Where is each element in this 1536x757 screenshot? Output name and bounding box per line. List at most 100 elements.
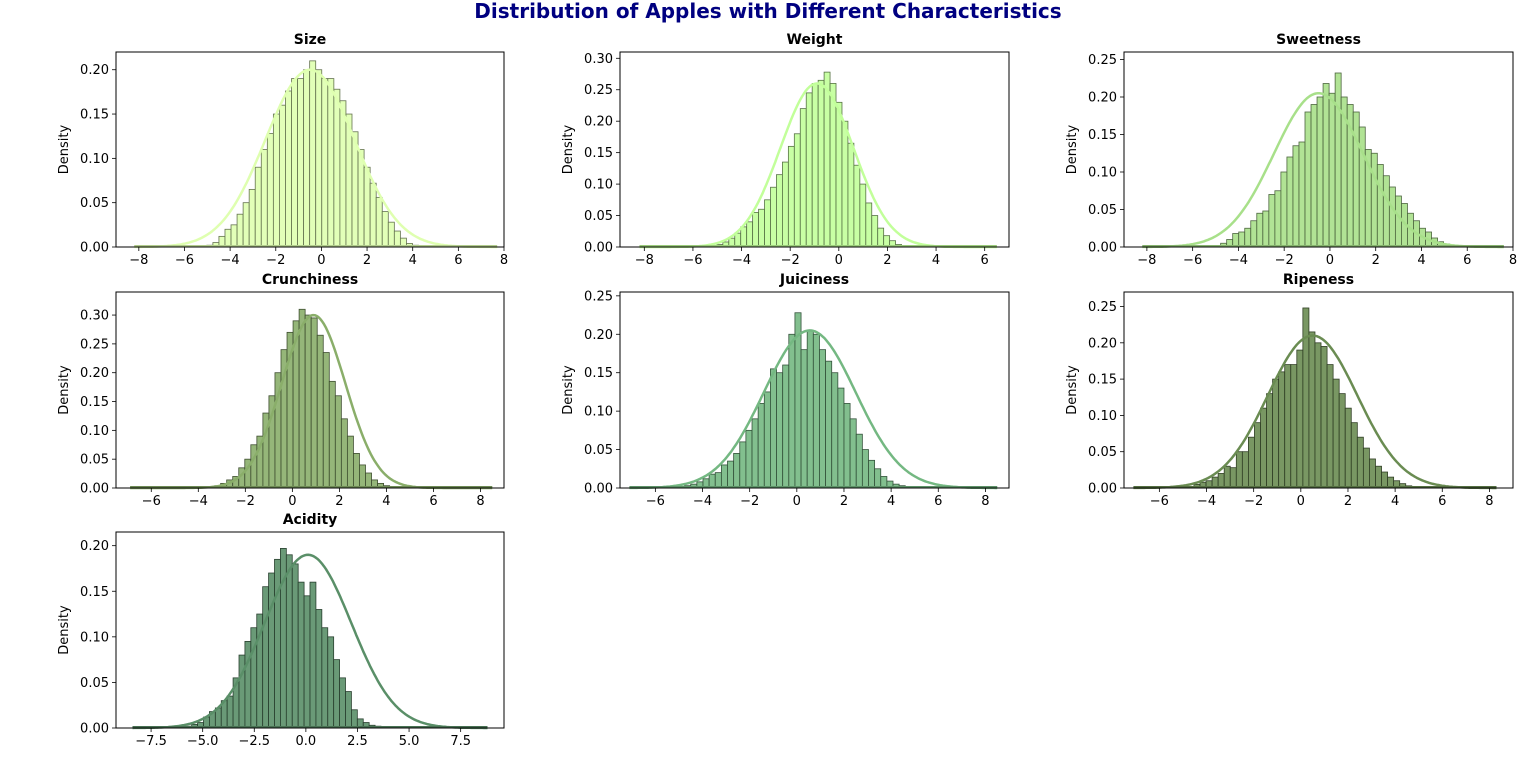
histogram-bar (315, 609, 323, 729)
histogram-bar (1274, 190, 1282, 248)
x-tick-label: 4 (887, 494, 895, 509)
x-tick-label: −6 (1183, 253, 1202, 268)
y-axis-label: Density (1065, 365, 1080, 415)
histogram-bar (837, 387, 845, 489)
y-tick-label: 0.15 (584, 366, 613, 381)
kde-curve (1133, 334, 1497, 490)
histogram-bar (291, 563, 299, 729)
axes-frame (115, 531, 505, 729)
x-tick-label: −4 (732, 253, 751, 268)
histogram-bar (1326, 364, 1334, 489)
histogram-bar (770, 186, 777, 248)
subplot-sweetness: −8 −6 −4 −2 0 2 4 6 8 0.00 0.05 0.10 0.15 0.20 0.25 Den… (1065, 32, 1517, 268)
histogram-bar (1278, 371, 1286, 489)
histogram-bar (714, 472, 722, 489)
histogram-bar (359, 464, 366, 489)
y-tick-label: 0.05 (1088, 445, 1117, 460)
histogram-bar (393, 230, 401, 248)
histogram-bar (1266, 393, 1274, 489)
histogram-bar (375, 196, 383, 248)
histogram-bar (285, 90, 292, 248)
histogram-bar (825, 360, 833, 489)
histogram-bar (1320, 346, 1328, 489)
histogram-bar (254, 166, 262, 248)
x-tick-label: −2 (1244, 494, 1263, 509)
histogram-bar (720, 464, 728, 489)
histogram-bar (1381, 471, 1388, 489)
histogram-bar (1254, 422, 1261, 489)
x-tick-label: 4 (1417, 253, 1425, 268)
subplot-title: Crunchiness (262, 272, 358, 288)
histogram-bar (250, 444, 258, 489)
histogram-bar (776, 372, 784, 489)
histogram-bar (266, 133, 274, 248)
histogram-bar (849, 418, 857, 489)
histogram-bar (309, 581, 317, 729)
x-tick-label: −4 (1229, 253, 1248, 268)
x-tick-label: −6 (175, 253, 194, 268)
histogram-bar (734, 232, 742, 248)
histogram-bar (868, 459, 876, 489)
histogram-bar (346, 435, 354, 489)
subplot-size: −8 −6 −4 −2 0 2 4 6 8 0.00 0.05 0.10 0.15 0.20 Density… (57, 32, 508, 268)
y-tick-label: 0.25 (584, 289, 613, 304)
x-tick-label: 8 (1509, 253, 1517, 268)
kde-curve (134, 68, 498, 249)
subplot-title: Ripeness (1283, 272, 1354, 288)
axes-frame (115, 291, 505, 489)
y-tick-label: 0.15 (1088, 128, 1117, 143)
axes-frame (115, 51, 505, 248)
histogram-bar (1316, 96, 1324, 248)
y-tick-label: 0.00 (1088, 241, 1117, 256)
histogram-bar (333, 659, 340, 729)
histogram-bar (733, 453, 741, 489)
y-tick-label: 0.10 (1088, 166, 1117, 181)
y-tick-label: 0.20 (1088, 91, 1117, 106)
x-tick-label: 0 (793, 494, 801, 509)
y-tick-label: 0.10 (584, 178, 613, 193)
histogram-bar (339, 100, 347, 248)
histogram-bar (847, 142, 855, 248)
histogram-bar (357, 149, 365, 248)
x-tick-label: 4 (1391, 494, 1399, 509)
y-axis-label: Density (57, 124, 72, 174)
histogram-bar (327, 78, 335, 248)
histogram-bar (334, 395, 342, 489)
y-axis-label: Density (561, 365, 576, 415)
histogram-bar (1376, 164, 1384, 248)
histogram-bar (1310, 104, 1318, 248)
histogram-bar (1332, 378, 1340, 489)
histogram-bar (309, 60, 317, 248)
histogram-bar (363, 166, 371, 248)
subplot-title: Size (294, 32, 327, 48)
histogram-bar (1244, 227, 1252, 248)
histogram-bar (321, 627, 329, 729)
y-tick-label: 0.25 (1088, 53, 1117, 68)
histogram-bar (787, 145, 795, 248)
histogram-bar (1328, 92, 1336, 248)
histogram-bar (799, 108, 807, 248)
histogram-bar (806, 330, 814, 489)
histogram-bar (1322, 83, 1330, 248)
histogram-bar (365, 472, 372, 489)
histogram-bar (297, 581, 305, 729)
x-tick-label: 8 (1485, 494, 1493, 509)
histogram-bar (1272, 378, 1280, 489)
x-tick-label: 2 (1344, 494, 1352, 509)
histogram-bar (776, 174, 783, 248)
histogram-bar (727, 460, 735, 489)
histogram-bar (793, 133, 801, 248)
y-tick-label: 0.10 (80, 630, 109, 645)
histogram-bar (1268, 194, 1276, 248)
histogram-bar (316, 334, 324, 489)
x-tick-label: −6 (142, 494, 161, 509)
x-tick-label: −2 (781, 253, 800, 268)
histogram-bar (770, 368, 777, 489)
histogram-bar (1352, 111, 1360, 248)
histogram-bar (387, 221, 395, 248)
histogram-bar (322, 352, 330, 489)
x-tick-label: 6 (1438, 494, 1446, 509)
histogram-bar (745, 429, 753, 489)
x-tick-label: 2 (1372, 253, 1380, 268)
y-tick-label: 0.15 (80, 585, 109, 600)
